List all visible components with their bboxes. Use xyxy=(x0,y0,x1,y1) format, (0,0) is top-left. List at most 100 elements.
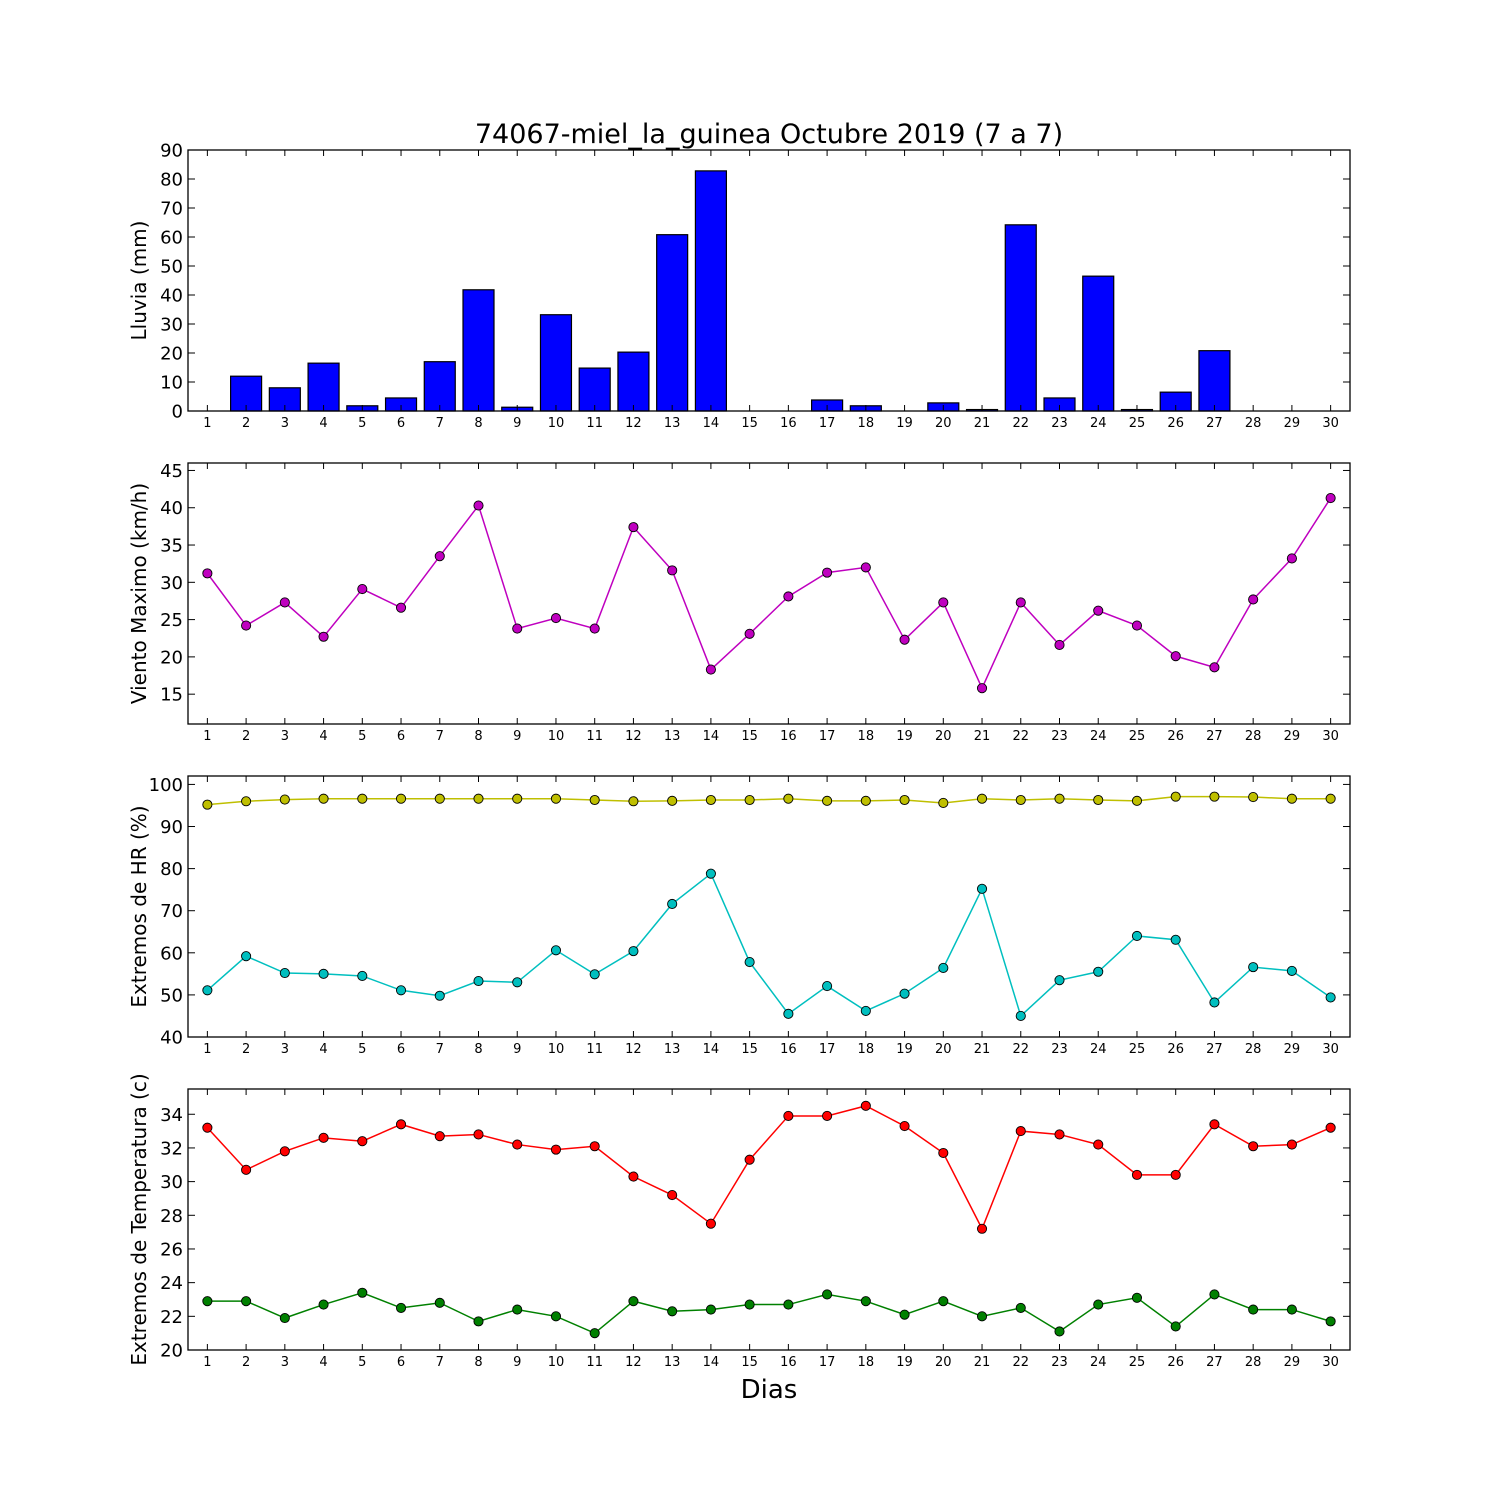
x-tick-label: 29 xyxy=(1284,416,1301,431)
series-1-point-day-23 xyxy=(1054,1129,1065,1140)
series-1-point-day-6 xyxy=(395,1119,407,1130)
series-1-point-day-29 xyxy=(1286,1139,1297,1150)
series-2-point-day-12 xyxy=(628,1296,639,1307)
x-tick-label: 28 xyxy=(1245,1355,1262,1370)
y-axis-label-lluvia: Lluvia (mm) xyxy=(127,221,151,341)
y-tick-label: 10 xyxy=(160,373,183,394)
y-tick-label: 50 xyxy=(160,257,183,278)
series-1-point-day-4 xyxy=(318,631,329,642)
series-2-point-day-4 xyxy=(318,1299,329,1310)
x-tick-label: 11 xyxy=(586,729,603,744)
y-tick-label: 40 xyxy=(160,1028,183,1049)
series-1-point-day-11 xyxy=(589,1141,600,1152)
series-2-point-day-20 xyxy=(938,1296,949,1307)
series-1-point-day-11 xyxy=(589,794,600,806)
series-1-point-day-17 xyxy=(822,567,833,578)
y-tick-label: 20 xyxy=(160,1341,183,1362)
x-tick-label: 7 xyxy=(436,729,444,744)
series-2-point-day-16 xyxy=(783,1008,794,1019)
x-tick-label: 21 xyxy=(974,1042,991,1057)
x-tick-label: 26 xyxy=(1167,416,1184,431)
x-tick-label: 5 xyxy=(358,1355,366,1370)
y-tick-label: 80 xyxy=(160,170,183,191)
series-2-point-day-4 xyxy=(318,968,329,979)
series-2-point-day-13 xyxy=(667,1306,678,1317)
series-1-point-day-13 xyxy=(667,795,678,806)
series-1-point-day-5 xyxy=(357,793,368,804)
series-2-point-day-15 xyxy=(744,957,755,968)
series-1-point-day-7 xyxy=(434,793,445,804)
y-tick-label: 0 xyxy=(172,402,183,423)
x-tick-label: 30 xyxy=(1322,416,1339,431)
series-1-point-day-24 xyxy=(1093,1139,1104,1150)
bar-day-12 xyxy=(617,351,650,412)
series-2-point-day-8 xyxy=(473,1316,484,1327)
x-tick-label: 11 xyxy=(586,416,603,431)
series-line-2 xyxy=(207,1291,1331,1335)
x-tick-label: 24 xyxy=(1090,416,1107,431)
x-tick-label: 3 xyxy=(281,1042,289,1057)
x-tick-label: 10 xyxy=(548,729,565,744)
bar-day-27 xyxy=(1198,350,1231,412)
series-1-point-day-25 xyxy=(1131,795,1143,806)
y-tick-label: 20 xyxy=(160,647,183,668)
y-tick-label: 70 xyxy=(160,901,183,922)
x-tick-label: 6 xyxy=(397,416,405,431)
x-tick-label: 25 xyxy=(1129,1355,1146,1370)
x-tick-label: 13 xyxy=(664,1042,681,1057)
x-tick-label: 29 xyxy=(1284,1042,1301,1057)
x-tick-label: 12 xyxy=(625,1042,642,1057)
series-1-point-day-4 xyxy=(318,793,329,804)
series-2-point-day-26 xyxy=(1170,1321,1181,1332)
bar-day-4 xyxy=(307,362,340,412)
series-1-point-day-5 xyxy=(357,583,368,595)
y-tick-label: 70 xyxy=(160,199,183,220)
chart-title: 74067-miel_la_guinea Octubre 2019 (7 a 7… xyxy=(475,119,1063,150)
series-2-point-day-25 xyxy=(1131,1292,1143,1303)
y-tick-label: 22 xyxy=(160,1307,183,1328)
x-tick-label: 8 xyxy=(474,1355,482,1370)
series-1-point-day-6 xyxy=(395,602,407,613)
series-1-point-day-26 xyxy=(1170,1169,1181,1180)
x-tick-label: 17 xyxy=(819,416,836,431)
series-2-point-day-18 xyxy=(860,1296,871,1307)
series-1-point-day-2 xyxy=(241,1164,252,1175)
series-1-point-day-1 xyxy=(202,568,213,579)
series-2-point-day-17 xyxy=(822,1289,833,1300)
series-1-point-day-24 xyxy=(1093,794,1104,806)
series-2-point-day-14 xyxy=(705,868,716,879)
x-tick-label: 25 xyxy=(1129,1042,1146,1057)
x-tick-label: 27 xyxy=(1206,1042,1223,1057)
x-tick-label: 4 xyxy=(319,1355,327,1370)
series-2-point-day-3 xyxy=(279,967,290,979)
series-1-point-day-28 xyxy=(1248,594,1259,605)
axes-frame-viento xyxy=(187,462,1351,725)
x-tick-label: 29 xyxy=(1284,729,1301,744)
series-2-point-day-6 xyxy=(395,985,407,996)
y-tick-label: 26 xyxy=(160,1239,183,1260)
y-tick-label: 30 xyxy=(160,1172,183,1193)
series-1-point-day-16 xyxy=(783,1110,794,1121)
series-2-point-day-9 xyxy=(512,977,523,988)
series-2-point-day-24 xyxy=(1093,966,1104,977)
series-1-point-day-18 xyxy=(860,1100,871,1111)
series-2-point-day-2 xyxy=(241,951,252,962)
x-tick-label: 14 xyxy=(703,729,720,744)
series-2-point-day-1 xyxy=(202,1296,213,1307)
x-tick-label: 26 xyxy=(1167,729,1184,744)
x-tick-label: 21 xyxy=(974,729,991,744)
series-1-point-day-2 xyxy=(241,620,252,631)
x-tick-label: 22 xyxy=(1012,416,1029,431)
x-tick-label: 18 xyxy=(858,1355,875,1370)
x-tick-label: 16 xyxy=(780,416,797,431)
x-tick-label: 12 xyxy=(625,416,642,431)
x-tick-label: 30 xyxy=(1322,1042,1339,1057)
x-tick-label: 17 xyxy=(819,1042,836,1057)
x-tick-label: 18 xyxy=(858,1042,875,1057)
x-tick-label: 27 xyxy=(1206,1355,1223,1370)
series-line-1 xyxy=(206,497,1332,691)
series-2-point-day-13 xyxy=(667,898,678,910)
series-2-point-day-12 xyxy=(628,946,639,957)
series-1-point-day-19 xyxy=(899,1121,910,1132)
